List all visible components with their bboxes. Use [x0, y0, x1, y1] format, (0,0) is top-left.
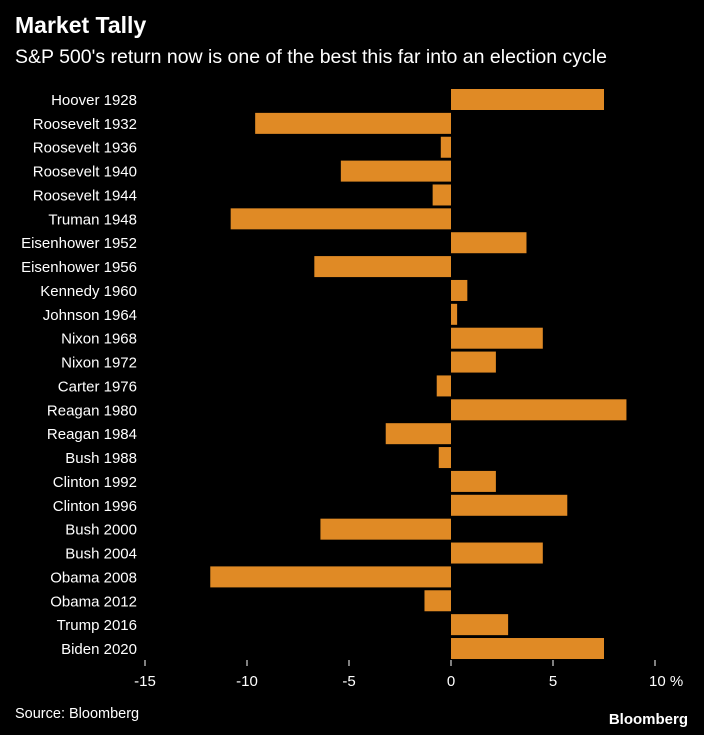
category-label: Bush 2000 [65, 522, 137, 539]
category-label: Bush 1988 [65, 450, 137, 467]
category-label: Obama 2012 [50, 593, 137, 610]
bloomberg-logo: Bloomberg [608, 711, 688, 728]
category-label: Carter 1976 [58, 378, 137, 395]
category-label: Clinton 1996 [53, 498, 137, 515]
bar-bush-2000 [320, 518, 451, 540]
category-label: Trump 2016 [57, 617, 137, 634]
bar-carter-1976 [436, 375, 451, 397]
category-label: Nixon 1968 [61, 331, 137, 348]
bar-roosevelt-1936 [440, 136, 451, 158]
source-note: Source: Bloomberg [15, 706, 140, 722]
category-label: Nixon 1972 [61, 355, 137, 372]
category-label: Hoover 1928 [51, 92, 137, 109]
x-tick-label: -15 [134, 673, 156, 690]
bar-clinton-1992 [451, 470, 496, 492]
category-label: Reagan 1980 [47, 402, 137, 419]
category-label: Reagan 1984 [47, 426, 137, 443]
bar-roosevelt-1940 [340, 160, 451, 182]
category-label: Kennedy 1960 [40, 283, 137, 300]
category-label: Roosevelt 1944 [33, 187, 137, 204]
bar-reagan-1984 [385, 423, 451, 445]
x-tick-label: 0 [447, 673, 455, 690]
category-label: Roosevelt 1936 [33, 140, 137, 157]
category-label: Johnson 1964 [43, 307, 137, 324]
bar-truman-1948 [230, 208, 451, 230]
bar-kennedy-1960 [451, 279, 468, 301]
x-tick-label: 5 [549, 673, 557, 690]
category-label: Clinton 1992 [53, 474, 137, 491]
bar-biden-2020 [451, 638, 604, 660]
category-label: Truman 1948 [48, 211, 137, 228]
category-label: Roosevelt 1932 [33, 116, 137, 133]
bar-clinton-1996 [451, 494, 568, 516]
category-label: Biden 2020 [61, 641, 137, 658]
bar-obama-2008 [210, 566, 451, 588]
x-tick-label: -5 [342, 673, 355, 690]
bar-reagan-1980 [451, 399, 627, 421]
bar-nixon-1972 [451, 351, 496, 373]
x-tick-label: 10 % [649, 673, 683, 690]
category-label: Eisenhower 1956 [21, 259, 137, 276]
bar-nixon-1968 [451, 327, 543, 349]
category-label: Obama 2008 [50, 569, 137, 586]
bar-chart: Hoover 1928 Roosevelt 1932 Roosevelt 1936 R… [21, 89, 683, 690]
bar-johnson-1964 [451, 303, 458, 325]
chart-title: Market Tally [15, 12, 147, 38]
bar-hoover-1928 [451, 89, 604, 110]
bar-obama-2012 [424, 590, 451, 612]
chart-subtitle: S&P 500's return now is one of the best … [15, 46, 607, 68]
bar-bush-1988 [438, 447, 451, 469]
category-label: Eisenhower 1952 [21, 235, 137, 252]
x-tick-label: -10 [236, 673, 258, 690]
category-label: Roosevelt 1940 [33, 164, 137, 181]
category-label: Bush 2004 [65, 546, 137, 563]
bar-trump-2016 [451, 614, 509, 636]
bar-bush-2004 [451, 542, 543, 564]
bar-roosevelt-1932 [255, 112, 451, 134]
bar-roosevelt-1944 [432, 184, 451, 206]
bar-eisenhower-1956 [314, 256, 451, 278]
bar-eisenhower-1952 [451, 232, 527, 254]
